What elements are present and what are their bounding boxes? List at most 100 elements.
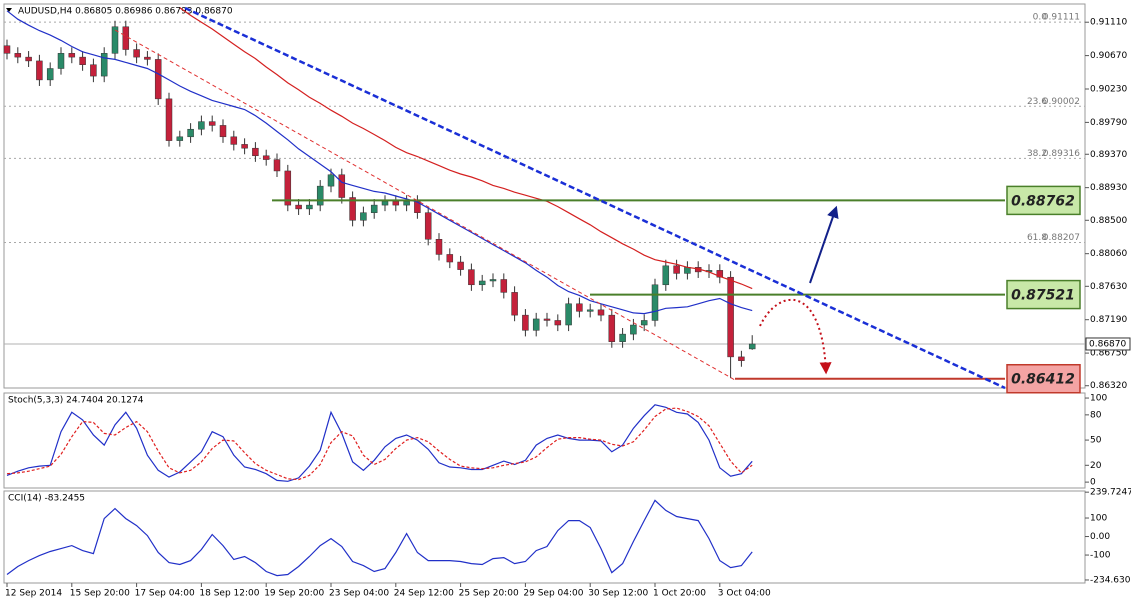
candle-body xyxy=(673,265,680,274)
y-tick-label: -100 xyxy=(1090,551,1111,561)
panel-title: CCI(14) -83.2455 xyxy=(8,494,85,504)
candle-body xyxy=(608,314,616,342)
candle-body xyxy=(424,212,432,240)
y-tick-label: 0.90670 xyxy=(1090,51,1127,61)
y-tick-label: 0.89790 xyxy=(1090,118,1127,128)
current-price-label: 0.86870 xyxy=(1089,339,1126,349)
fibo-level: 38.2 xyxy=(1027,149,1047,159)
panel-title: AUDUSD,H4 0.86805 0.86986 0.86793 0.8687… xyxy=(18,7,233,17)
y-tick-label: 0.88500 xyxy=(1090,216,1127,226)
candle-body xyxy=(90,64,97,77)
menu-triangle xyxy=(6,8,12,12)
x-tick-label: 1 Oct 20:00 xyxy=(653,589,706,599)
candle-body xyxy=(349,197,356,221)
y-tick-label: 0.89370 xyxy=(1090,150,1127,160)
candle-body xyxy=(154,59,162,100)
up-arrow xyxy=(809,205,839,284)
candle-body xyxy=(748,343,756,350)
indicator-line xyxy=(6,10,753,315)
y-tick-label: -234.6305 xyxy=(1090,575,1131,585)
fibo-value: 0.91111 xyxy=(1043,13,1080,23)
candle-body xyxy=(230,136,238,145)
candle-body xyxy=(630,324,637,335)
candle-body xyxy=(262,155,270,160)
x-tick-label: 25 Sep 20:00 xyxy=(459,589,519,599)
candle-body xyxy=(392,201,400,206)
level-label: 0.86412 xyxy=(1011,372,1075,388)
x-tick-label: 24 Sep 12:00 xyxy=(394,589,454,599)
candle-body xyxy=(3,45,11,54)
indicator-line xyxy=(179,7,753,290)
candle-body xyxy=(252,147,259,157)
candle-body xyxy=(306,204,313,210)
candle-body xyxy=(176,136,184,141)
trend-line xyxy=(184,6,1006,390)
indicator-line xyxy=(6,407,753,481)
candle-body xyxy=(532,318,540,331)
x-tick-label: 17 Sep 04:00 xyxy=(135,589,195,599)
candle-body xyxy=(133,49,140,58)
y-tick-label: 0.86750 xyxy=(1090,349,1127,359)
x-tick-label: 3 Oct 04:00 xyxy=(718,589,771,599)
candle-body xyxy=(586,309,594,312)
candle-body xyxy=(684,267,691,274)
indicator-line xyxy=(6,404,753,482)
candle-body xyxy=(316,185,324,206)
x-tick-label: 18 Sep 12:00 xyxy=(199,589,259,599)
fibo-level: 61.8 xyxy=(1027,233,1047,243)
fibo-value: 0.90002 xyxy=(1043,97,1080,107)
candle-body xyxy=(565,303,572,326)
candle-body xyxy=(457,261,464,270)
candle-body xyxy=(651,284,659,321)
main-panel xyxy=(3,3,1086,389)
candle-body xyxy=(14,53,22,58)
candle-body xyxy=(727,276,734,358)
candle-body xyxy=(46,68,54,81)
candle-body xyxy=(554,320,562,326)
candle-body xyxy=(662,265,670,286)
y-tick-label: 50 xyxy=(1090,436,1102,446)
candle-body xyxy=(144,56,151,60)
candle-body xyxy=(111,26,119,54)
candle-body xyxy=(36,60,43,81)
candle-body xyxy=(100,53,108,77)
candle-body xyxy=(241,144,248,149)
candle-body xyxy=(478,280,486,286)
y-tick-label: 0.90230 xyxy=(1090,84,1127,94)
candle-body xyxy=(360,212,367,221)
candle-body xyxy=(25,56,32,62)
candle-body xyxy=(511,292,518,316)
drawings xyxy=(114,6,1006,390)
y-tick-label: 0.87630 xyxy=(1090,282,1127,292)
candle-body xyxy=(522,314,529,331)
candle-body xyxy=(640,320,648,326)
y-tick-label: 0.87190 xyxy=(1090,315,1127,325)
fibo-value: 0.88207 xyxy=(1043,233,1080,243)
current-price-box xyxy=(1085,337,1131,351)
candle-body xyxy=(403,201,410,206)
fibo-level: 0.0 xyxy=(1033,13,1048,23)
candle-body xyxy=(284,170,292,206)
y-tick-label: 80 xyxy=(1090,410,1102,420)
fibo-value: 0.89316 xyxy=(1043,149,1080,159)
candle-body xyxy=(273,159,281,172)
indicator-line xyxy=(6,499,753,577)
candle-body xyxy=(198,121,205,130)
y-tick-label: 0.88060 xyxy=(1090,249,1127,259)
candle-body xyxy=(338,174,346,198)
y-tick-label: 0.86320 xyxy=(1090,381,1127,391)
level-box xyxy=(1006,279,1081,310)
y-tick-label: 0.88930 xyxy=(1090,183,1127,193)
x-tick-label: 19 Sep 20:00 xyxy=(264,589,324,599)
candle-body xyxy=(489,279,497,282)
level-label: 0.87521 xyxy=(1011,288,1075,304)
candle-body xyxy=(187,128,194,138)
x-tick-label: 15 Sep 20:00 xyxy=(70,589,130,599)
y-tick-label: 239.7247 xyxy=(1090,488,1131,498)
level-box xyxy=(1006,185,1081,216)
candle-body xyxy=(500,279,508,293)
candle-body xyxy=(219,125,227,138)
panel-title: Stoch(5,3,3) 24.7404 20.1274 xyxy=(8,396,144,406)
candle-body xyxy=(597,309,605,316)
